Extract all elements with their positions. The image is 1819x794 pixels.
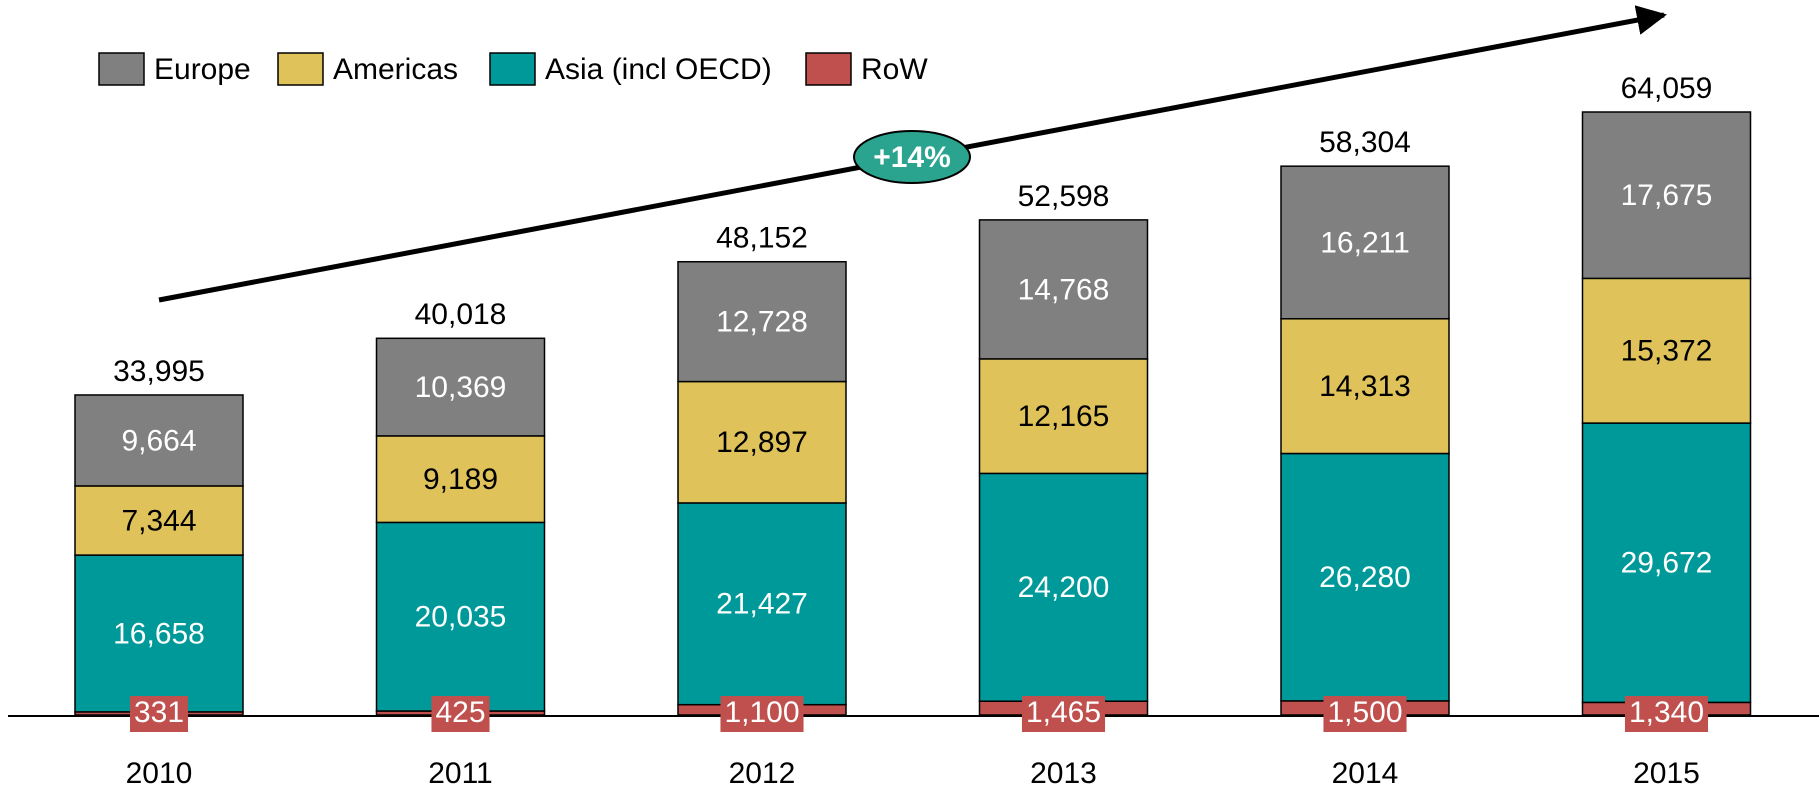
legend-swatch <box>98 52 145 86</box>
legend-swatch <box>489 52 536 86</box>
row-label-group: 1,465 <box>1021 696 1106 732</box>
bar-segment <box>375 435 546 524</box>
value-label-box <box>129 696 189 732</box>
legend-swatch <box>277 52 324 86</box>
row-label-group: 1,100 <box>720 696 804 732</box>
bar-segment <box>375 337 546 437</box>
value-label: 1,100 <box>724 696 799 729</box>
bar-segment <box>74 394 244 487</box>
x-tick-label: 2010 <box>126 757 193 790</box>
value-label: 9,664 <box>121 424 196 457</box>
bar-segment <box>1280 318 1450 455</box>
value-label-box <box>1323 696 1407 732</box>
value-label: 29,672 <box>1621 547 1713 580</box>
value-label-box <box>1624 696 1709 732</box>
bar-segment <box>677 260 847 383</box>
annotation-bubble <box>853 130 971 184</box>
value-label: 17,675 <box>1621 179 1713 212</box>
row-label-group: 331 <box>129 696 189 732</box>
row-label-group: 1,500 <box>1323 696 1407 732</box>
value-label: 12,165 <box>1018 400 1110 433</box>
legend-swatch <box>805 52 852 86</box>
bar-segment <box>677 502 847 706</box>
bar-segment <box>74 485 244 556</box>
x-tick-label: 2014 <box>1332 757 1399 790</box>
total-label: 33,995 <box>113 355 205 388</box>
legend-label: Asia (incl OECD) <box>545 53 772 86</box>
legend-label: Americas <box>333 53 458 86</box>
value-label: 1,500 <box>1327 696 1402 729</box>
bar-segment <box>375 521 546 712</box>
x-tick-label: 2015 <box>1633 757 1700 790</box>
value-label: 15,372 <box>1621 335 1713 368</box>
value-label: 14,768 <box>1018 273 1110 306</box>
legend-label: RoW <box>861 53 928 86</box>
value-label: 16,658 <box>113 617 205 650</box>
value-label-box <box>720 696 804 732</box>
value-label: 425 <box>435 696 485 729</box>
annotation: +14% <box>873 141 951 174</box>
x-tick-label: 2013 <box>1030 757 1097 790</box>
bar-segment <box>978 219 1149 360</box>
value-label: 16,211 <box>1320 226 1410 259</box>
value-label: 26,280 <box>1319 561 1411 594</box>
value-label: 12,897 <box>716 426 808 459</box>
bar-segment <box>1280 165 1450 320</box>
total-label: 64,059 <box>1621 72 1713 105</box>
bar-segment <box>1581 277 1752 424</box>
value-label: 12,728 <box>716 306 808 339</box>
value-label: 7,344 <box>121 504 196 537</box>
bar-segment <box>74 554 244 713</box>
bar-segment <box>1581 111 1752 280</box>
total-label: 40,018 <box>415 298 507 331</box>
total-label: 58,304 <box>1319 126 1411 159</box>
legend-label: Europe <box>154 53 251 86</box>
x-tick-label: 2012 <box>729 757 796 790</box>
x-tick-label: 2011 <box>428 757 493 790</box>
value-label: 1,465 <box>1026 696 1101 729</box>
value-label: 9,189 <box>423 463 498 496</box>
value-label: 331 <box>134 696 184 729</box>
bar-segment <box>1581 422 1752 704</box>
value-label-box <box>1021 696 1106 732</box>
total-label: 52,598 <box>1018 180 1110 213</box>
value-label: 14,313 <box>1319 370 1411 403</box>
value-label: 1,340 <box>1629 696 1704 729</box>
total-label: 48,152 <box>716 222 808 255</box>
value-label: 10,369 <box>415 371 507 404</box>
bar-segment <box>1280 452 1450 702</box>
row-label-group: 1,340 <box>1624 696 1709 732</box>
row-label-group: 425 <box>431 696 490 732</box>
value-label: 24,200 <box>1018 571 1110 604</box>
value-label: 20,035 <box>415 601 507 634</box>
value-label: 21,427 <box>716 588 808 621</box>
bar-segment <box>677 380 847 504</box>
bar-segment <box>978 472 1149 702</box>
value-label-box <box>431 696 490 732</box>
